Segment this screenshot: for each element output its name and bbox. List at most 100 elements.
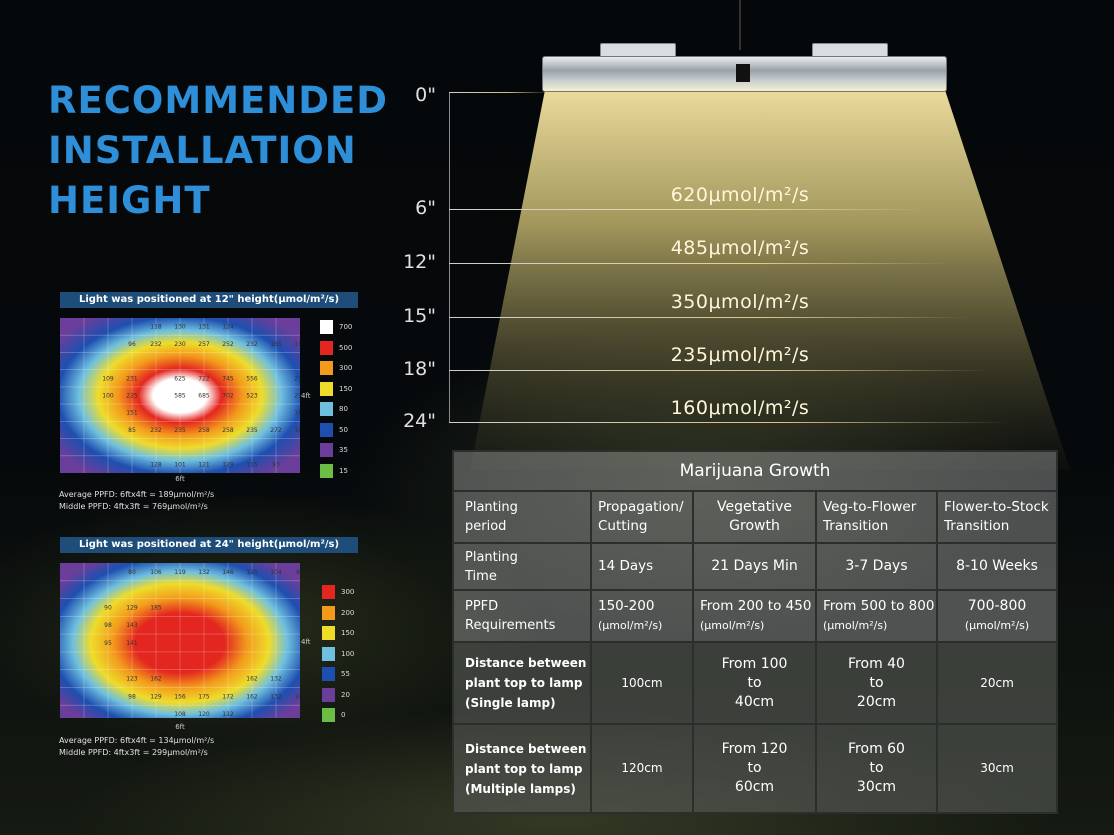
scale-label: 150 [341, 629, 355, 637]
col-header-line: Vegetative [717, 499, 792, 515]
row-header-line: period [465, 519, 507, 534]
table-cell: 700-800 (μmol/m²/s) [935, 589, 1059, 643]
scale-swatch [322, 605, 335, 620]
ppfd-at-18: 235μmol/m²/s [670, 344, 810, 366]
heatmap-value: 108 [174, 711, 186, 718]
heatmap-value: 258 [222, 427, 234, 434]
heatmap-value: 252 [222, 341, 234, 348]
col-vegetative: Vegetative Growth [692, 490, 817, 544]
scale-swatch [320, 361, 333, 375]
cell-line: to [869, 760, 884, 776]
title-line-3: HEIGHT [48, 179, 211, 222]
heatmap-12: 118 130 131 124 96 232 230 257 252 232 165 115 109 23… [60, 318, 300, 473]
scale-label: 35 [339, 446, 348, 454]
scale-label: 500 [339, 343, 353, 352]
height-label-18: 18" [403, 358, 436, 380]
cell-line: 40cm [734, 693, 775, 710]
heatmap-value: 90 [104, 604, 112, 611]
heatmap-value: 232 [246, 341, 258, 348]
scale-swatch [320, 402, 333, 416]
col-header-line: Veg-to-Flower [823, 499, 917, 515]
scale-swatch [320, 443, 333, 457]
table-row-multiple-lamps: Distance between plant top to lamp (Mult… [452, 723, 1059, 814]
heatmap-24-average: Average PPFD: 6ftx4ft = 134μmol/m²/s [59, 736, 215, 745]
table-cell: 3-7 Days [815, 542, 938, 591]
heatmap-value: 88 [296, 569, 300, 576]
height-label-24: 24" [403, 410, 436, 432]
heatmap-value: 235 [174, 427, 186, 434]
table-cell: From 60 to 30cm [815, 723, 938, 814]
heatmap-value: 702 [222, 393, 234, 400]
heatmap-value: 105 [294, 427, 300, 434]
heatmap-value: 141 [126, 640, 138, 647]
table-row-time: Planting Time 14 Days 21 Days Min 3-7 Da… [452, 542, 1059, 591]
table-row-single-lamp: Distance between plant top to lamp (Sing… [452, 641, 1059, 725]
heatmap-value: 95 [104, 640, 112, 647]
height-label-6: 6" [415, 197, 436, 219]
height-tick-6 [449, 209, 929, 210]
scale-label: 0 [341, 711, 346, 719]
table-caption: Marijuana Growth [451, 450, 1059, 492]
table-cell: 100cm [590, 641, 694, 725]
col-header-line: Transition [944, 518, 1010, 534]
scale-swatch [322, 585, 335, 599]
heatmap-value: 129 [222, 461, 234, 468]
heatmap-value: 162 [246, 693, 258, 700]
cell-line: From 100 [721, 655, 788, 672]
heatmap-value: 272 [270, 427, 282, 434]
height-label-15: 15" [403, 305, 436, 327]
ppfd-unit: (μmol/m²/s) [598, 619, 663, 632]
ppfd-value: From 500 to 800 [823, 598, 935, 614]
scale-label: 700 [339, 323, 353, 331]
heatmap-value: 96 [128, 341, 136, 348]
heatmap-value: 235 [294, 375, 300, 382]
table-row-ppfd: PPFD Requirements 150-200 (μmol/m²/s) Fr… [452, 589, 1059, 643]
heatmap-24-depth-label: 4ft [301, 638, 311, 646]
heatmap-value: 124 [222, 324, 234, 331]
table-cell: 120cm [590, 723, 694, 814]
heatmap-value: 585 [174, 393, 186, 400]
heatmap-value: 216 [294, 393, 300, 400]
scale-label: 20 [341, 690, 350, 699]
col-flower-to-stock: Flower-to-Stock Transition [935, 490, 1059, 544]
scale-swatch [320, 320, 333, 334]
heatmap-value: 225 [126, 393, 138, 400]
row-header-line: Distance between [465, 741, 587, 756]
heatmap-value: 156 [174, 693, 186, 700]
scale-swatch [320, 340, 333, 355]
heatmap-value: 146 [222, 569, 234, 576]
table-caption-row: Marijuana Growth [451, 450, 1059, 492]
heatmap-value: 121 [198, 461, 210, 468]
heatmap-value: 93 [272, 461, 280, 468]
row-header-line: Requirements [465, 618, 556, 633]
heatmap-value: 132 [270, 676, 282, 683]
height-ruler [449, 92, 450, 422]
table-cell: 30cm [935, 723, 1059, 814]
table-cell: From 100 to 40cm [692, 641, 817, 725]
col-header-line: Cutting [598, 518, 648, 534]
heatmap-value: 523 [246, 393, 258, 400]
heatmap-value: 685 [198, 393, 210, 400]
heatmap-value: 115 [246, 461, 258, 468]
heatmap-value: 151 [126, 410, 138, 417]
row-header-single-lamp: Distance between plant top to lamp (Sing… [452, 641, 592, 725]
cell-line: From 120 [721, 741, 788, 757]
page-title: RECOMMENDED INSTALLATION HEIGHT [48, 76, 387, 226]
ppfd-value: From 200 to 450 [700, 598, 812, 614]
col-header-line: Propagation/ [598, 499, 684, 515]
row-header-line: Planting [465, 500, 518, 515]
scale-swatch [322, 708, 335, 722]
heatmap-value: 85 [128, 427, 136, 434]
row-header-line: PPFD [465, 599, 499, 614]
cell-line: 30cm [856, 779, 897, 795]
table-cell: 8-10 Weeks [935, 542, 1059, 591]
heatmap-value: 125 [246, 569, 258, 576]
heatmap-24-width-label: 6ft [175, 723, 185, 731]
row-header-line: plant top to lamp [465, 676, 583, 690]
heatmap-value: 101 [174, 461, 186, 468]
heatmap-12-middle: Middle PPFD: 4ftx3ft = 769μmol/m²/s [59, 502, 208, 511]
row-header-line: plant top to lamp [465, 761, 583, 776]
height-tick-24 [449, 422, 1009, 423]
heatmap-value: 98 [128, 693, 136, 700]
